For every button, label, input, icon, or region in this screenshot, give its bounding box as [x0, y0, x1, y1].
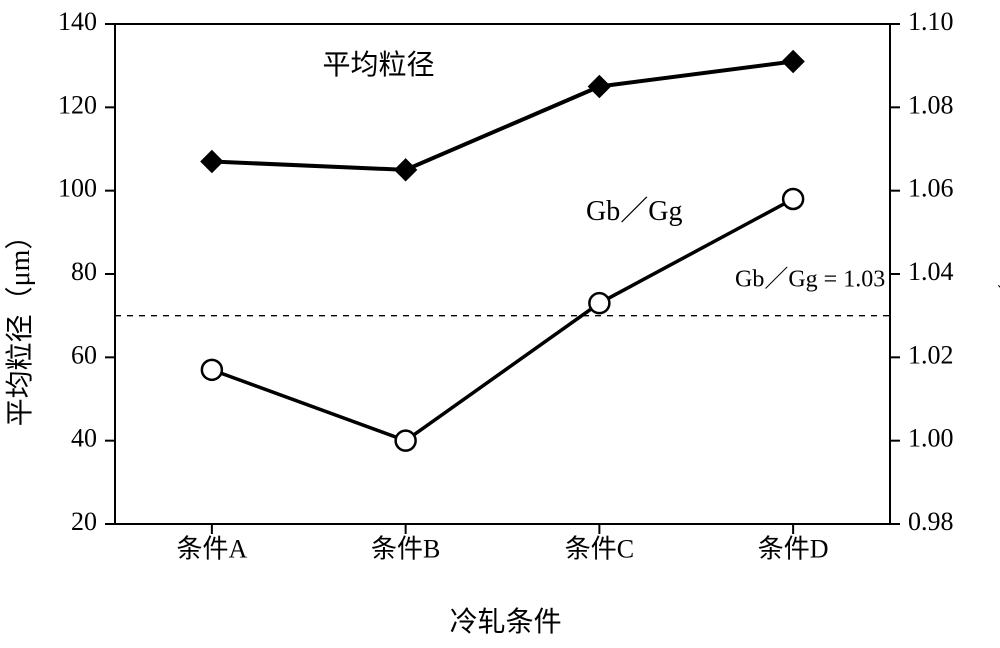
y-left-axis-label: 平均粒径（μm）	[0, 222, 38, 427]
series-ratio-label: Gb／Gg	[586, 195, 682, 227]
x-tick-label: 条件B	[371, 534, 440, 563]
y-right-tick-label: 0.98	[908, 507, 954, 536]
series-diameter-line	[212, 62, 793, 170]
circle-marker	[589, 293, 609, 313]
chart-container: 20 40 60 80 100 120 140 0.98 1.00 1.02 1.04 1.06 1.0…	[0, 0, 1000, 648]
circle-marker	[202, 360, 222, 380]
circle-marker	[396, 431, 416, 451]
x-tick-label: 条件C	[565, 534, 634, 563]
y-right-axis-label: Gb／Gg	[990, 250, 1000, 346]
y-left-tick-label: 60	[71, 340, 97, 369]
y-left-tick-label: 140	[58, 7, 97, 36]
y-left-tick-label: 100	[58, 174, 97, 203]
y-right-tick-label: 1.10	[908, 7, 954, 36]
y-right-tick-label: 1.00	[908, 424, 954, 453]
x-axis-label: 冷轧条件	[450, 600, 562, 640]
diamond-marker	[782, 51, 804, 73]
y-right-tick-label: 1.02	[908, 340, 954, 369]
series-ratio-line	[212, 199, 793, 441]
diamond-marker	[201, 151, 223, 173]
series-diameter-label: 平均粒径	[322, 49, 434, 81]
y-left-tick-label: 40	[71, 424, 97, 453]
y-left-tick-label: 120	[58, 90, 97, 119]
y-left-tick-label: 80	[71, 257, 97, 286]
x-tick-label: 条件A	[176, 534, 247, 563]
y-right-tick-label: 1.06	[908, 174, 954, 203]
reference-line-label: Gb／Gg = 1.03	[735, 267, 885, 293]
diamond-marker	[588, 76, 610, 98]
y-right-tick-label: 1.04	[908, 257, 954, 286]
y-right-tick-label: 1.08	[908, 90, 954, 119]
x-tick-label: 条件D	[758, 534, 829, 563]
y-left-tick-label: 20	[71, 507, 97, 536]
diamond-marker	[395, 159, 417, 181]
circle-marker	[783, 189, 803, 209]
dual-axis-chart: 20 40 60 80 100 120 140 0.98 1.00 1.02 1.04 1.06 1.0…	[0, 0, 1000, 648]
